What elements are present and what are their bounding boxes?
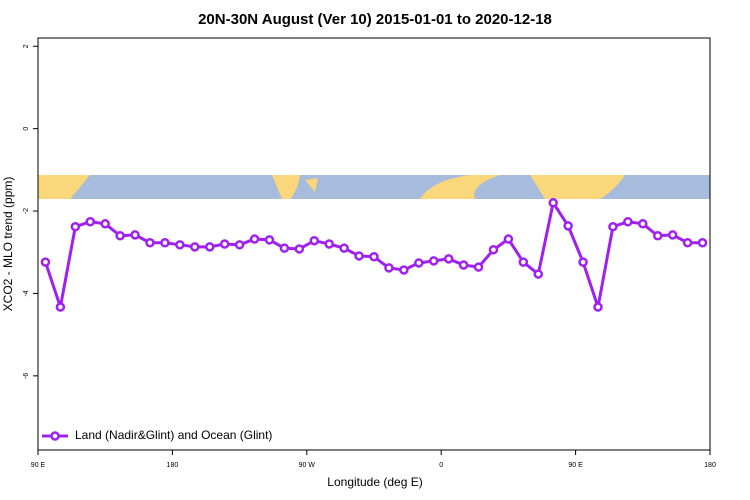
data-point: [234, 240, 245, 250]
data-point: [145, 238, 155, 248]
y-tick-label: -6: [23, 373, 30, 379]
data-point: [339, 243, 349, 253]
data-point: [204, 242, 215, 252]
plot-frame: [37, 37, 711, 451]
data-point: [623, 217, 633, 227]
data-point: [354, 251, 364, 261]
data-point: [55, 302, 66, 312]
data-point: [294, 244, 305, 254]
data-point: [100, 219, 110, 229]
data-point: [473, 262, 484, 272]
y-tick-label: 2: [23, 44, 30, 48]
data-point: [414, 258, 424, 268]
data-point: [309, 235, 320, 246]
data-point: [279, 243, 290, 253]
data-point: [563, 221, 573, 231]
data-point: [488, 245, 499, 255]
data-point: [593, 302, 603, 312]
data-point: [697, 238, 708, 248]
x-tick-label: 180: [167, 462, 179, 469]
data-point: [428, 256, 439, 266]
data-point: [443, 254, 454, 264]
data-point: [503, 234, 514, 244]
data-point: [652, 231, 663, 241]
data-point: [175, 240, 185, 250]
map-band: [38, 175, 710, 199]
data-point: [384, 263, 394, 273]
data-point: [578, 257, 588, 267]
data-point: [115, 231, 125, 241]
data-point: [70, 221, 81, 232]
data-point: [40, 257, 51, 267]
x-tick-label: 90 E: [568, 462, 583, 469]
data-point: [264, 235, 275, 245]
data-point: [130, 230, 140, 240]
chart-title: 20N-30N August (Ver 10) 2015-01-01 to 20…: [198, 11, 552, 28]
data-point: [324, 239, 334, 249]
x-tick-label: 0: [439, 462, 443, 469]
data-point: [249, 234, 260, 244]
x-tick-label: 90 E: [31, 462, 46, 469]
x-tick-label: 90 W: [299, 462, 316, 469]
data-point: [518, 257, 529, 267]
data-point: [399, 265, 409, 275]
data-point: [548, 198, 558, 208]
data-point: [682, 238, 693, 248]
data-point: [190, 242, 200, 252]
data-point: [608, 221, 618, 232]
legend-label: Land (Nadir&Glint) and Ocean (Glint): [75, 428, 272, 442]
data-point: [533, 269, 544, 279]
legend-marker: [50, 431, 60, 441]
y-tick-label: -2: [23, 208, 30, 214]
x-axis-label: Longitude (deg E): [327, 475, 422, 489]
data-point: [458, 260, 469, 270]
y-axis-label: XCO2 - MLO trend (ppm): [1, 177, 15, 312]
data-point: [219, 239, 230, 249]
data-point: [369, 252, 379, 262]
data-point: [638, 219, 648, 229]
data-point: [667, 230, 678, 240]
data-point: [160, 238, 170, 248]
x-tick-label: 180: [704, 462, 716, 469]
y-tick-label: -4: [23, 290, 30, 296]
y-tick-label: 0: [23, 127, 30, 131]
data-point: [85, 217, 96, 227]
